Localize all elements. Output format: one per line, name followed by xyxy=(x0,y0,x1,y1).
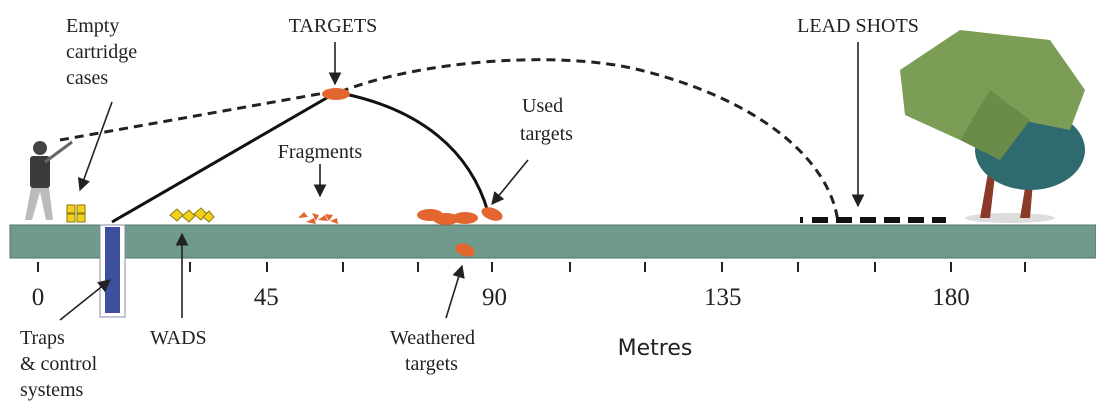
arrow xyxy=(80,102,112,190)
shot-arc xyxy=(340,60,838,222)
label: LEAD SHOTS xyxy=(797,15,919,37)
axis-tick-label: 180 xyxy=(932,284,970,311)
label: WADS xyxy=(150,327,207,349)
arrow xyxy=(446,266,462,318)
label: cartridge xyxy=(66,41,137,63)
target-fall xyxy=(345,94,488,212)
arrow xyxy=(492,160,528,204)
label: Used xyxy=(522,95,563,117)
axis-tick-label: 90 xyxy=(482,284,507,311)
label: targets xyxy=(405,353,458,375)
used-targets xyxy=(417,205,504,225)
shooter xyxy=(25,141,72,220)
axis-tick-label: 135 xyxy=(704,284,742,311)
trap xyxy=(105,227,120,313)
axis-ticks xyxy=(38,262,1025,272)
label: & control xyxy=(20,353,98,375)
label: systems xyxy=(20,379,84,401)
label: Weathered xyxy=(390,327,475,349)
fragments xyxy=(298,212,338,224)
label: Empty xyxy=(66,15,119,37)
axis-tick-label: 0 xyxy=(32,284,45,311)
label: targets xyxy=(520,123,573,145)
axis-tick-label: 45 xyxy=(254,284,279,311)
label: TARGETS xyxy=(289,15,377,37)
ground xyxy=(10,225,1096,258)
tree xyxy=(900,30,1085,223)
label: Fragments xyxy=(278,141,363,163)
wads xyxy=(170,208,214,222)
axis-tick-labels: 0 45 90 135 180 xyxy=(32,284,970,311)
target xyxy=(322,88,350,100)
axis-label: Metres xyxy=(618,336,693,361)
label: cases xyxy=(66,67,108,89)
cartridges xyxy=(67,205,85,222)
label: Traps xyxy=(20,327,65,349)
scene: 0 45 90 135 180 Metres xyxy=(0,0,1096,404)
